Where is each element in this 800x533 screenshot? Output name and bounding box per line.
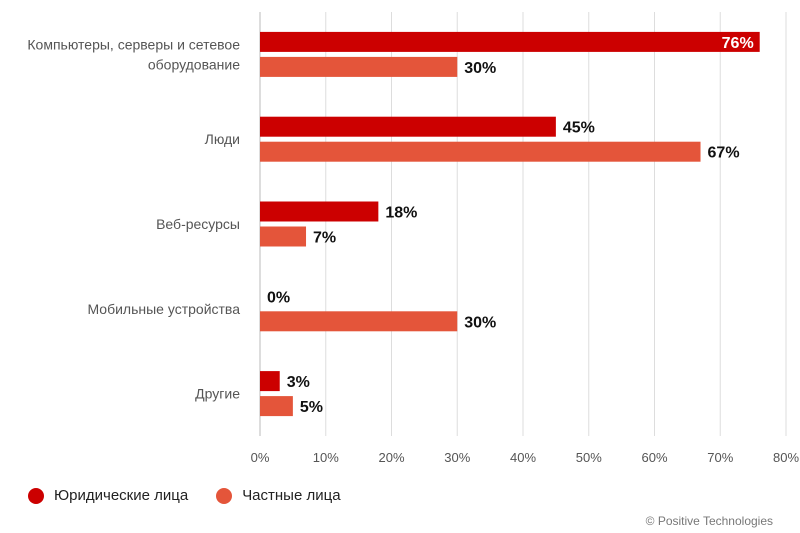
chart: 76% 30% 45% 67% 18% 7% 0% 30% 3% 5% Компьютеры, с… [27,12,800,465]
category-label: Веб-ресурсы [156,216,240,232]
bar [260,396,293,417]
x-tick-labels: 0% 10% 20% 30% 40% 50% 60% 70% 80% [251,450,800,465]
value-labels: 76% 30% 45% 67% 18% 7% 0% 30% 3% 5% [267,35,754,416]
category-label: Люди [205,131,240,147]
x-tick-label: 10% [313,450,339,465]
category-label-line: Люди [205,131,240,147]
bars [260,31,760,417]
x-tick-label: 40% [510,450,536,465]
bar [260,201,379,222]
category-label-line: Веб-ресурсы [156,216,240,232]
category-labels: Компьютеры, серверы и сетевое оборудовани… [27,36,240,401]
legend-item-individuals[interactable]: Частные лица [216,487,341,504]
grid-lines [259,12,787,436]
category-label: Компьютеры, серверы и сетевое оборудовани… [27,36,240,72]
legend-dot-icon [216,487,233,504]
value-label: 76% [722,35,754,52]
bar [260,311,458,332]
value-label: 30% [464,314,496,331]
x-tick-label: 80% [773,450,799,465]
category-label-line: оборудование [148,56,240,72]
legend: Юридические лица Частные лица [28,487,341,504]
x-tick-label: 60% [641,450,667,465]
x-tick-label: 50% [576,450,602,465]
category-label-line: Мобильные устройства [87,301,240,317]
value-label: 67% [708,145,740,162]
value-label: 0% [267,289,290,306]
value-label: 18% [385,205,417,222]
x-tick-label: 0% [251,450,270,465]
bar [260,371,280,392]
value-label: 3% [287,374,310,391]
copyright-notice: © Positive Technologies [645,514,773,528]
value-label: 45% [563,120,595,137]
bar [260,116,556,137]
x-tick-label: 30% [444,450,470,465]
x-tick-label: 70% [707,450,733,465]
category-label: Другие [195,386,240,402]
bar [260,31,760,52]
legend-item-legal-entities[interactable]: Юридические лица [28,487,188,504]
category-label-line: Другие [195,386,240,402]
bar [260,56,458,77]
bar [260,226,307,247]
value-label: 30% [464,60,496,77]
category-label: Мобильные устройства [87,301,240,317]
legend-label: Юридические лица [54,487,189,504]
value-label: 7% [313,230,336,247]
value-label: 5% [300,399,323,416]
x-tick-label: 20% [378,450,404,465]
bar [260,141,701,162]
category-label-line: Компьютеры, серверы и сетевое [27,36,240,52]
legend-label: Частные лица [242,487,341,504]
legend-dot-icon [28,487,44,504]
